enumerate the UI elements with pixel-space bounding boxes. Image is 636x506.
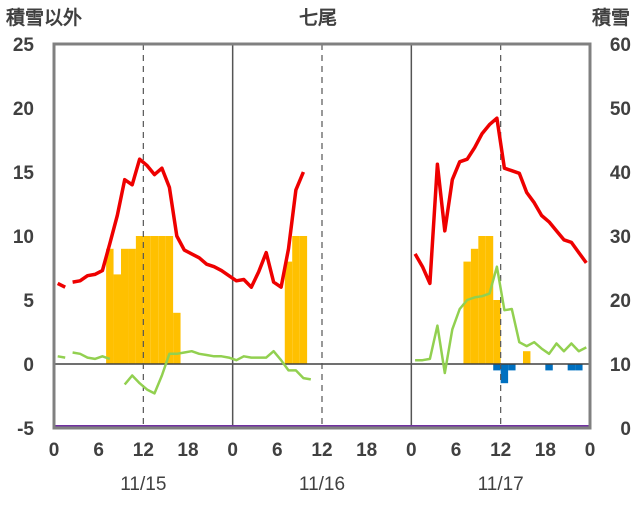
orange-bar	[292, 236, 300, 364]
x-tick-label: 0	[49, 440, 60, 461]
orange-bar	[106, 248, 114, 364]
orange-bar	[128, 248, 136, 364]
chart-title: 七尾	[299, 7, 337, 29]
orange-bar	[523, 351, 531, 364]
orange-bar	[493, 300, 501, 364]
orange-bar	[135, 236, 144, 364]
orange-bar	[299, 236, 308, 364]
orange-bar	[143, 236, 151, 364]
red-series-line	[413, 116, 588, 286]
right-tick-label: 60	[610, 35, 631, 56]
orange-bar	[113, 274, 121, 364]
blue-bar	[575, 364, 583, 371]
x-tick-label: 12	[490, 440, 511, 461]
x-tick-label: 0	[406, 440, 417, 461]
green-series-line	[72, 351, 111, 361]
left-tick-label: 25	[13, 35, 35, 56]
orange-bar	[463, 261, 471, 364]
left-tick-label: 5	[23, 291, 34, 312]
orange-bar	[150, 236, 159, 364]
x-tick-label: 6	[93, 440, 104, 461]
orange-bar	[165, 236, 174, 364]
left-axis-label: 積雪以外	[6, 6, 82, 29]
blue-bar	[500, 364, 509, 384]
orange-bar	[478, 236, 486, 364]
x-tick-label: 12	[311, 440, 332, 461]
green-series-line	[123, 349, 312, 395]
left-tick-label: 10	[13, 227, 34, 248]
date-label: 11/17	[478, 474, 524, 495]
x-tick-label: 6	[272, 440, 283, 461]
orange-bar	[284, 261, 293, 364]
orange-bar	[121, 248, 129, 364]
right-tick-label: 30	[610, 227, 631, 248]
right-axis-label: 積雪	[592, 6, 630, 29]
orange-bar	[158, 236, 166, 364]
blue-bar	[493, 364, 501, 371]
blue-bar	[567, 364, 576, 371]
right-tick-label: 10	[610, 355, 631, 376]
x-tick-label: 18	[356, 440, 377, 461]
date-label: 11/16	[299, 474, 345, 495]
x-tick-label: 18	[535, 440, 556, 461]
red-series-line	[72, 157, 306, 289]
left-tick-label: 20	[13, 99, 34, 120]
left-tick-label: 15	[13, 163, 35, 184]
green-series-line	[415, 265, 587, 375]
date-label: 11/15	[120, 474, 166, 495]
right-tick-label: 40	[610, 163, 631, 184]
left-tick-label: -5	[17, 419, 34, 440]
right-tick-label: 50	[610, 99, 631, 120]
plot-frame	[52, 42, 592, 430]
red-series-line	[56, 281, 66, 289]
left-tick-label: 0	[23, 355, 34, 376]
orange-bar	[470, 248, 479, 364]
x-tick-label: 12	[133, 440, 154, 461]
blue-bar	[545, 364, 553, 371]
right-tick-label: 20	[610, 291, 631, 312]
x-tick-label: 6	[451, 440, 462, 461]
orange-bar	[173, 312, 181, 364]
green-series-line	[57, 355, 66, 359]
right-tick-label: 0	[620, 419, 631, 440]
x-tick-label: 18	[177, 440, 198, 461]
blue-bar	[508, 364, 516, 371]
x-tick-label: 0	[227, 440, 238, 461]
x-tick-label: 0	[585, 440, 596, 461]
orange-bar	[485, 236, 494, 364]
